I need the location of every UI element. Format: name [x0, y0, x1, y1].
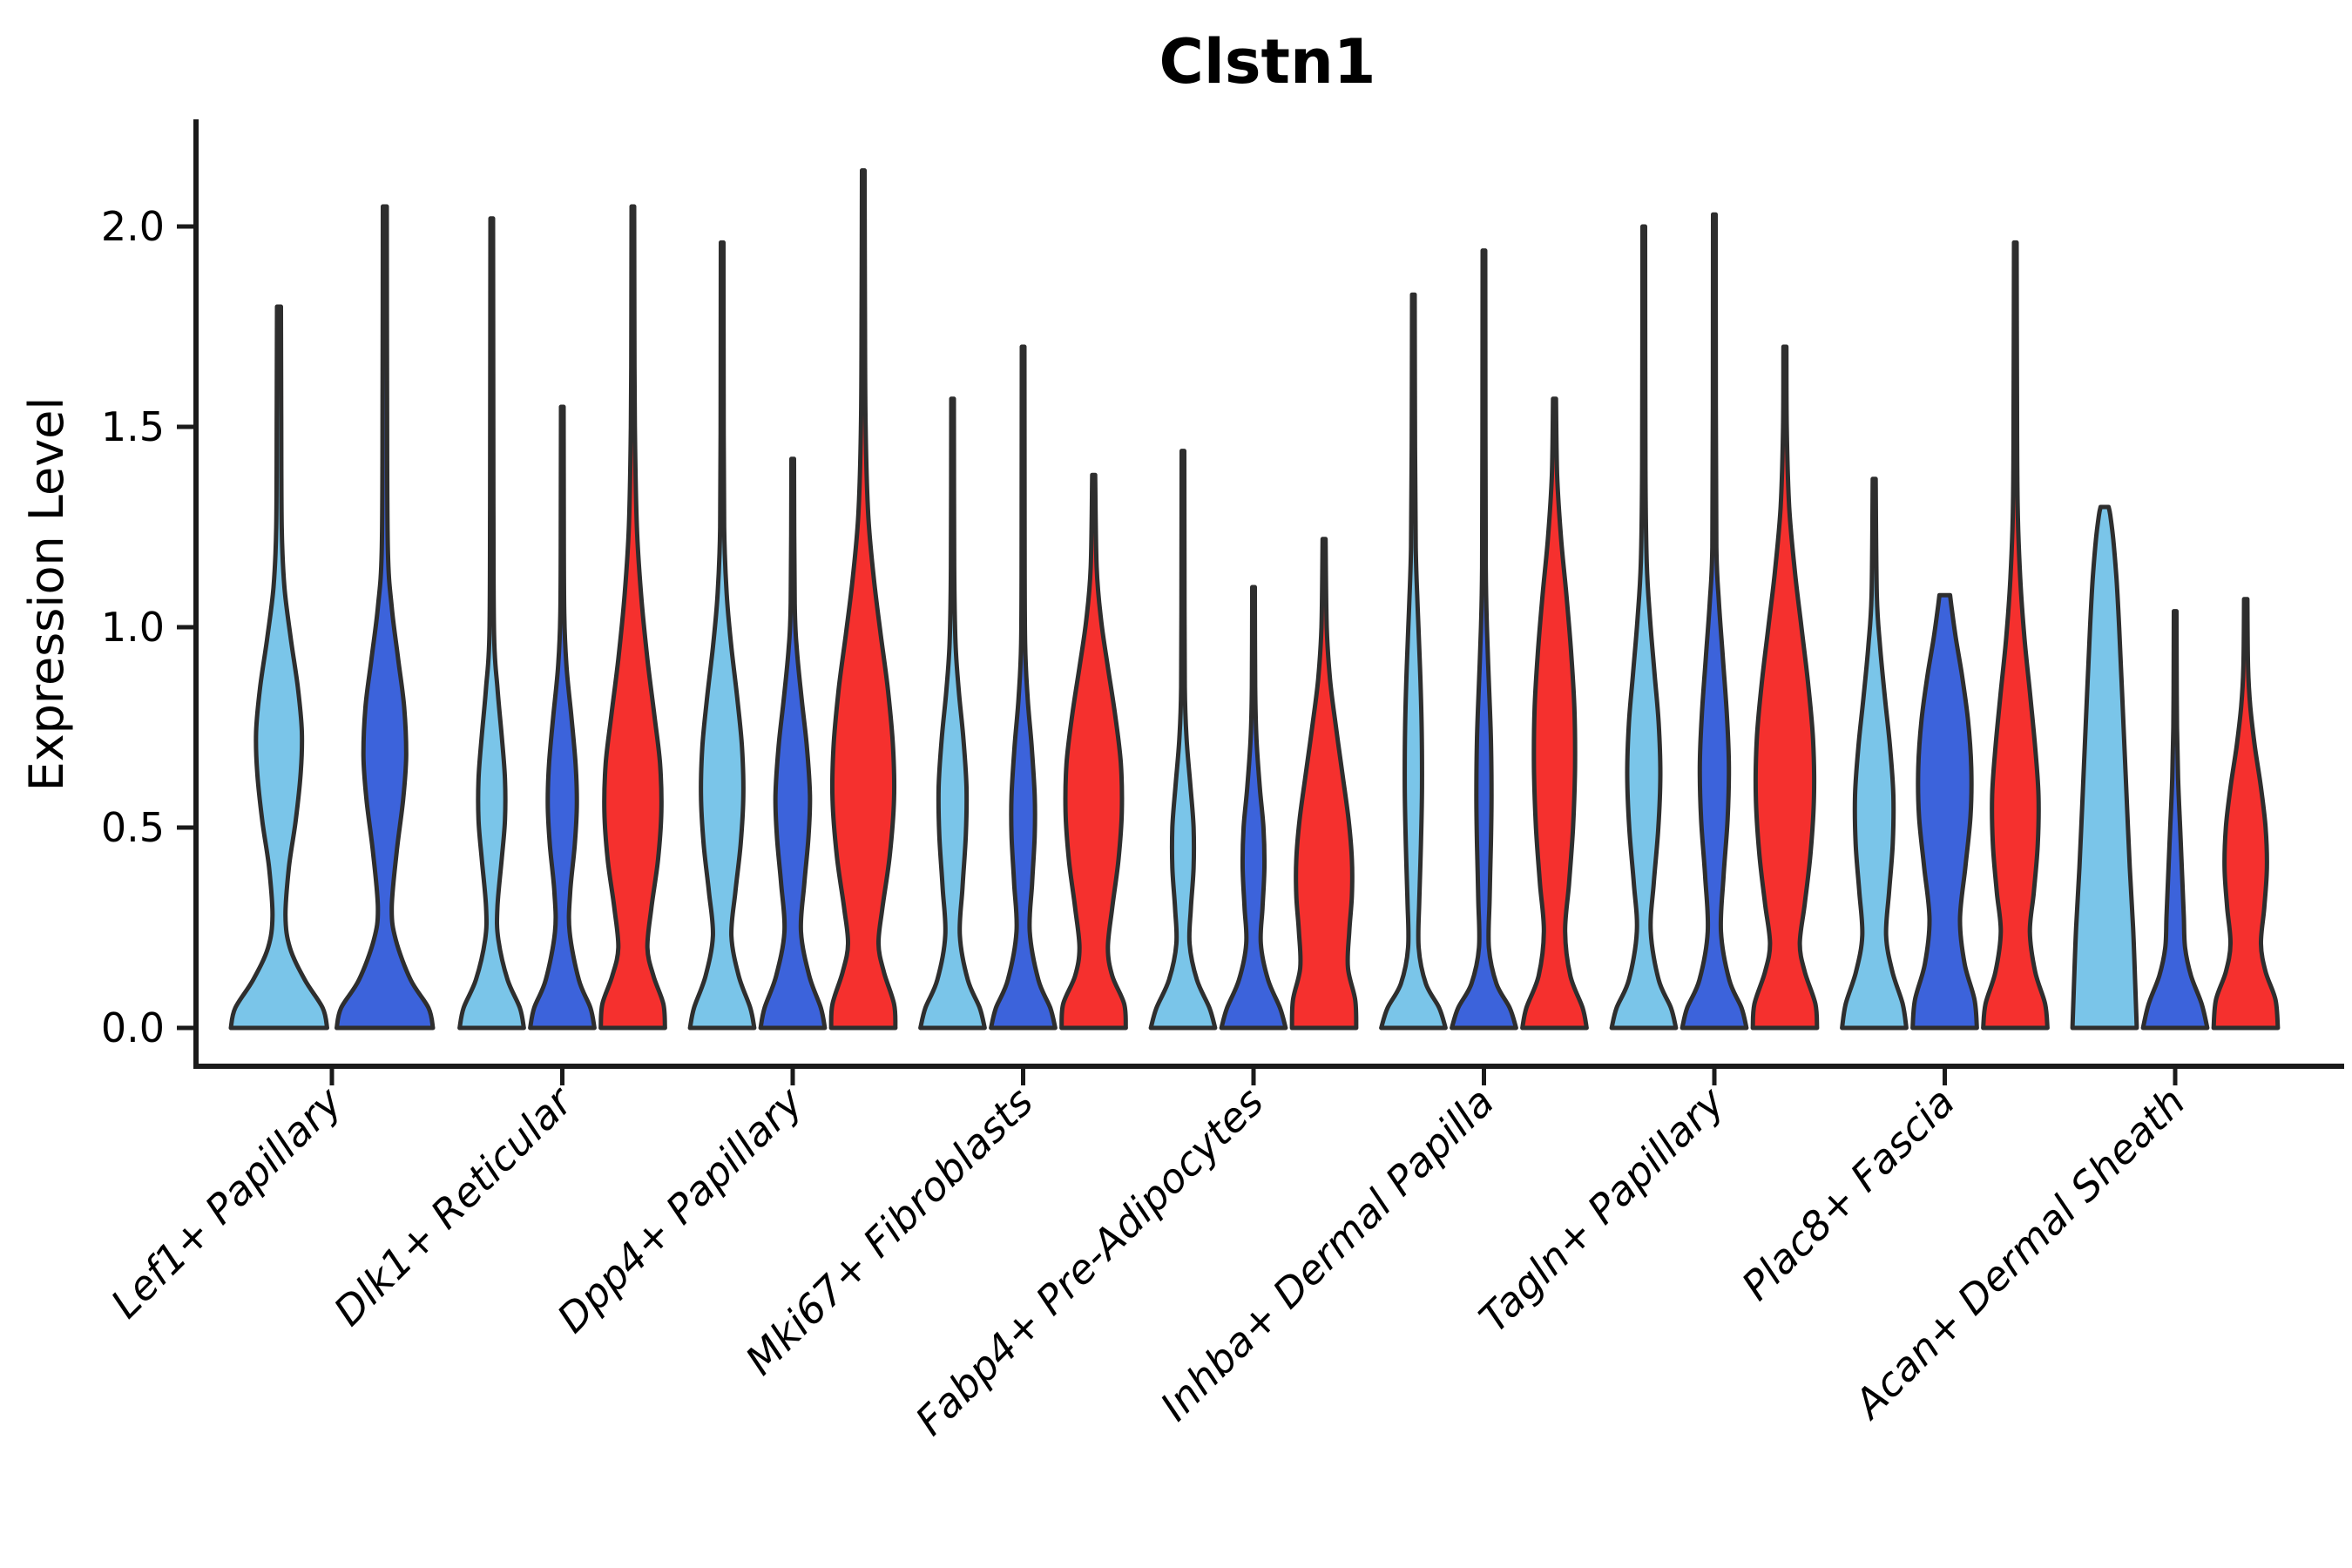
violin-acan-dermal-sheath-hue1	[2070, 504, 2139, 1031]
violin-dpp4-papillary-hue3	[828, 168, 898, 1031]
violin-acan-dermal-sheath-hue3	[2211, 597, 2281, 1031]
violin-tagln-papillary-hue3	[1750, 344, 1820, 1031]
violin-plac8-fascia-hue2	[1910, 592, 1979, 1031]
y-axis-tick-label: 0.5	[101, 804, 165, 851]
violin-dlk1-reticular-hue3	[598, 204, 667, 1031]
violin-mki67-fibroblasts-hue1	[918, 396, 987, 1031]
y-axis-tick-label: 2.0	[101, 203, 165, 250]
violin-lef1-papillary-hue1	[228, 304, 329, 1031]
violin-plac8-fascia-hue3	[1981, 240, 2050, 1031]
violin-acan-dermal-sheath-hue2	[2140, 609, 2210, 1031]
violin-inhba-dermal-papilla-hue1	[1379, 292, 1448, 1031]
violin-lef1-papillary-hue2	[335, 204, 436, 1031]
y-axis-tick-label: 0.0	[101, 1004, 165, 1051]
y-axis-tick-label: 1.5	[101, 403, 165, 450]
y-axis-tick-label: 1.0	[101, 604, 165, 651]
y-axis: 0.0 0.5 1.0 1.5 2.0	[101, 119, 199, 1069]
violin-dpp4-papillary-hue2	[758, 456, 828, 1031]
violin-dpp4-papillary-hue1	[687, 240, 757, 1031]
violin-fabp4-pre-adipocytes-hue3	[1289, 537, 1359, 1031]
violin-fabp4-pre-adipocytes-hue1	[1148, 449, 1218, 1031]
violin-dlk1-reticular-hue1	[457, 216, 526, 1031]
violin-plac8-fascia-hue1	[1840, 476, 1909, 1031]
violin-tagln-papillary-hue2	[1680, 212, 1749, 1031]
violin-mki67-fibroblasts-hue3	[1059, 472, 1128, 1031]
chart-title: Clstn1	[1159, 26, 1375, 98]
violin-inhba-dermal-papilla-hue2	[1450, 248, 1518, 1031]
violins-layer	[228, 168, 2281, 1031]
y-axis-label: Expression Level	[19, 397, 74, 792]
violin-fabp4-pre-adipocytes-hue2	[1219, 585, 1288, 1031]
violin-dlk1-reticular-hue2	[528, 404, 597, 1031]
violin-mki67-fibroblasts-hue2	[989, 344, 1058, 1031]
violin-inhba-dermal-papilla-hue3	[1520, 396, 1589, 1031]
violin-tagln-papillary-hue1	[1609, 224, 1679, 1031]
